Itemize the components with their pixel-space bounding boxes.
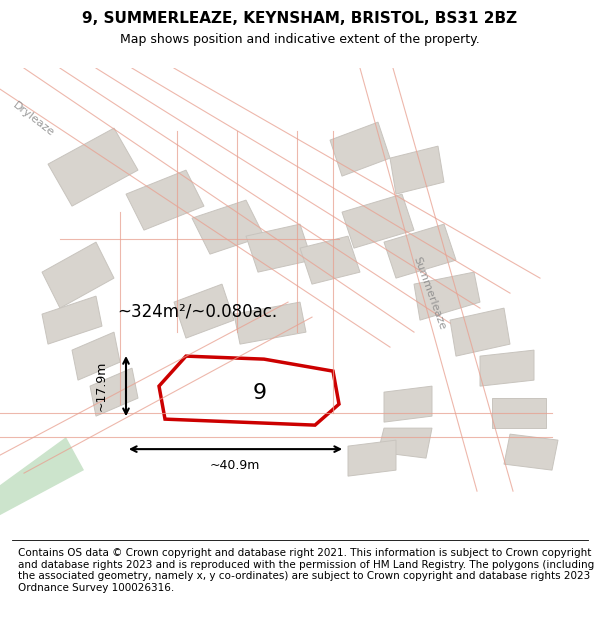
Text: Contains OS data © Crown copyright and database right 2021. This information is : Contains OS data © Crown copyright and d… — [18, 548, 594, 592]
Polygon shape — [42, 242, 114, 308]
Text: 9, SUMMERLEAZE, KEYNSHAM, BRISTOL, BS31 2BZ: 9, SUMMERLEAZE, KEYNSHAM, BRISTOL, BS31 … — [82, 11, 518, 26]
Polygon shape — [342, 194, 414, 248]
Polygon shape — [504, 434, 558, 470]
Polygon shape — [72, 332, 120, 380]
Polygon shape — [450, 308, 510, 356]
Polygon shape — [330, 122, 390, 176]
Polygon shape — [414, 272, 480, 320]
Text: Map shows position and indicative extent of the property.: Map shows position and indicative extent… — [120, 33, 480, 46]
Polygon shape — [159, 356, 339, 425]
Polygon shape — [300, 236, 360, 284]
Text: Dryleaze: Dryleaze — [10, 100, 56, 138]
Polygon shape — [42, 296, 102, 344]
Text: ~324m²/~0.080ac.: ~324m²/~0.080ac. — [117, 302, 277, 320]
Polygon shape — [492, 398, 546, 428]
Polygon shape — [174, 284, 234, 338]
Polygon shape — [348, 440, 396, 476]
Polygon shape — [48, 128, 138, 206]
Polygon shape — [378, 428, 432, 458]
Polygon shape — [192, 200, 264, 254]
Polygon shape — [0, 437, 84, 515]
Polygon shape — [390, 146, 444, 194]
Polygon shape — [246, 224, 312, 272]
Polygon shape — [234, 302, 306, 344]
Text: ~40.9m: ~40.9m — [210, 459, 260, 472]
Polygon shape — [90, 368, 138, 416]
Polygon shape — [384, 224, 456, 278]
Polygon shape — [480, 350, 534, 386]
Polygon shape — [126, 170, 204, 230]
Text: ~17.9m: ~17.9m — [94, 361, 107, 411]
Text: Summerleaze: Summerleaze — [411, 255, 447, 331]
Polygon shape — [384, 386, 432, 422]
Text: 9: 9 — [252, 383, 266, 403]
